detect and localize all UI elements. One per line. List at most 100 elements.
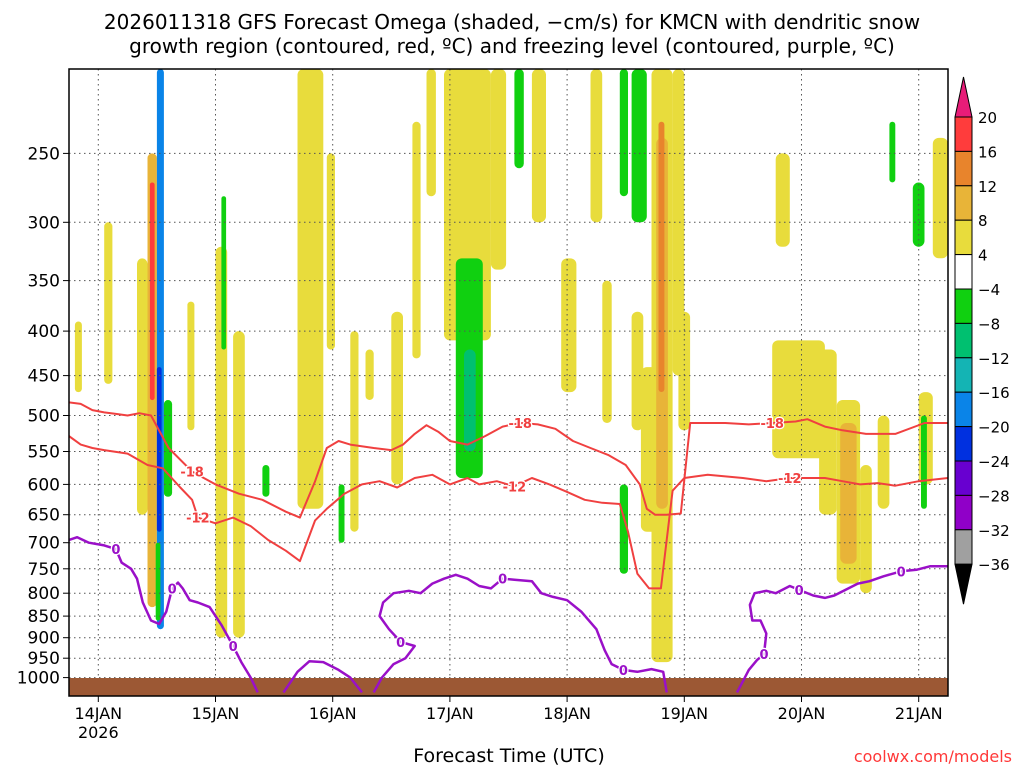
omega-region [678, 311, 691, 431]
freezing-level-contour-line [735, 564, 948, 693]
freezing-level-contour-label: 0 [168, 582, 177, 597]
chart-title-line-2: growth region (contoured, red, ºC) and f… [129, 34, 895, 58]
omega-region [426, 69, 436, 197]
freezing-level-contour-label: 0 [498, 573, 507, 588]
omega-region [631, 69, 647, 223]
temperature-contours: -18 -18 -18 -12 -12 -12 0 0 0 0 0 0 0 0 0 [69, 401, 948, 694]
colorbar-tick-label: −28 [978, 487, 1010, 505]
colorbar-segment [954, 116, 973, 152]
dgz-contour-label: -12 [503, 480, 527, 495]
colorbar-bottom-arrow [954, 563, 973, 605]
freezing-level-contour-label: 0 [229, 640, 238, 655]
omega-region [338, 484, 345, 543]
y-tick-label: 250 [28, 144, 60, 164]
y-tick-label: 900 [28, 629, 60, 649]
colorbar-segment [954, 529, 973, 565]
omega-region [932, 137, 948, 259]
y-tick-label: 800 [28, 584, 60, 604]
omega-region [514, 69, 524, 169]
y-tick-label: 750 [28, 560, 60, 580]
omega-region [262, 465, 270, 497]
site-credit: coolwx.com/models [854, 747, 1012, 766]
dgz-contour-label: -18 [760, 417, 784, 432]
colorbar-tick-label: 8 [978, 212, 988, 230]
omega-region [104, 222, 113, 384]
y-tick-label: 1000 [17, 669, 60, 689]
y-tick-label: 400 [28, 322, 60, 342]
y-tick-label: 650 [28, 506, 60, 526]
x-tick-label: 17JAN [426, 704, 474, 723]
colorbar-tick-label: 4 [978, 247, 988, 265]
freezing-level-contour-line [69, 535, 259, 693]
colorbar-tick-label: 16 [978, 143, 997, 161]
colorbar-segment [954, 185, 973, 221]
y-axis: 2503003504004505005506006507007508008509… [17, 144, 69, 689]
freezing-level-contour-label: 0 [897, 565, 906, 580]
y-tick-label: 850 [28, 607, 60, 627]
omega-region [74, 321, 82, 393]
y-tick-label: 500 [28, 407, 60, 427]
y-tick-label: 700 [28, 534, 60, 554]
x-tick-label: 14JAN [74, 704, 122, 723]
y-tick-label: 300 [28, 213, 60, 233]
freezing-level-contour-line [372, 573, 668, 694]
x-tick-label: 20JAN [778, 704, 826, 723]
colorbar-tick-label: −36 [978, 556, 1010, 574]
colorbar-segment [954, 254, 973, 290]
dgz-contour-label: -18 [508, 417, 532, 432]
y-tick-label: 350 [28, 272, 60, 292]
omega-region [658, 121, 665, 393]
omega-region [326, 153, 335, 350]
x-tick-label: 18JAN [543, 704, 591, 723]
x-axis-label: Forecast Time (UTC) [413, 745, 604, 767]
freezing-level-contour-label: 0 [111, 543, 120, 558]
colorbar-tick-label: −20 [978, 419, 1010, 437]
colorbar-segment [954, 322, 973, 359]
colorbar-tick-label: −8 [978, 315, 1000, 333]
ground-surface [69, 678, 948, 696]
y-tick-label: 600 [28, 475, 60, 495]
colorbar-tick-label: −12 [978, 350, 1010, 368]
omega-region [772, 340, 825, 459]
y-tick-label: 550 [28, 443, 60, 463]
x-tick-label: 16JAN [309, 704, 357, 723]
freezing-level-contour-line [282, 660, 363, 694]
omega-region [889, 121, 896, 183]
plot-area: -18 -18 -18 -12 -12 -12 0 0 0 0 0 0 0 0 0 [68, 68, 949, 697]
x-tick-label: 21JAN [895, 704, 943, 723]
omega-region [672, 69, 685, 376]
omega-region [490, 69, 507, 270]
colorbar-legend: 20 16 12 8 4 −4 −8 −12 −16 −20 −24 −28 −32 −36 [954, 76, 1010, 605]
omega-region [155, 542, 161, 621]
x-tick-sublabel: 2026 [78, 723, 119, 742]
omega-region [877, 415, 890, 509]
colorbar-segment [954, 150, 973, 187]
omega-region [221, 196, 227, 350]
colorbar-tick-label: −4 [978, 281, 1000, 299]
omega-region [187, 301, 195, 431]
omega-region [297, 69, 324, 509]
freezing-level-contour-label: 0 [619, 664, 628, 679]
omega-region [631, 311, 644, 431]
colorbar-tick-label: −32 [978, 522, 1010, 540]
omega-region [149, 182, 155, 401]
omega-region [590, 69, 603, 223]
dgz-contour-label: -18 [180, 466, 204, 481]
omega-region [233, 331, 245, 638]
omega-region [561, 258, 577, 393]
colorbar-segment [954, 494, 973, 531]
omega-region [602, 280, 612, 423]
freezing-level-contour-label: 0 [759, 648, 768, 663]
plot-frame [68, 68, 949, 697]
omega-region [391, 311, 403, 485]
colorbar-top-arrow [954, 76, 973, 118]
colorbar-segment [954, 288, 973, 324]
colorbar-segment [954, 219, 973, 256]
omega-region [156, 367, 162, 532]
x-tick-label: 19JAN [660, 704, 708, 723]
omega-region [412, 121, 421, 359]
dgz-contour-line [69, 401, 948, 519]
colorbar-tick-label: 20 [978, 109, 997, 127]
